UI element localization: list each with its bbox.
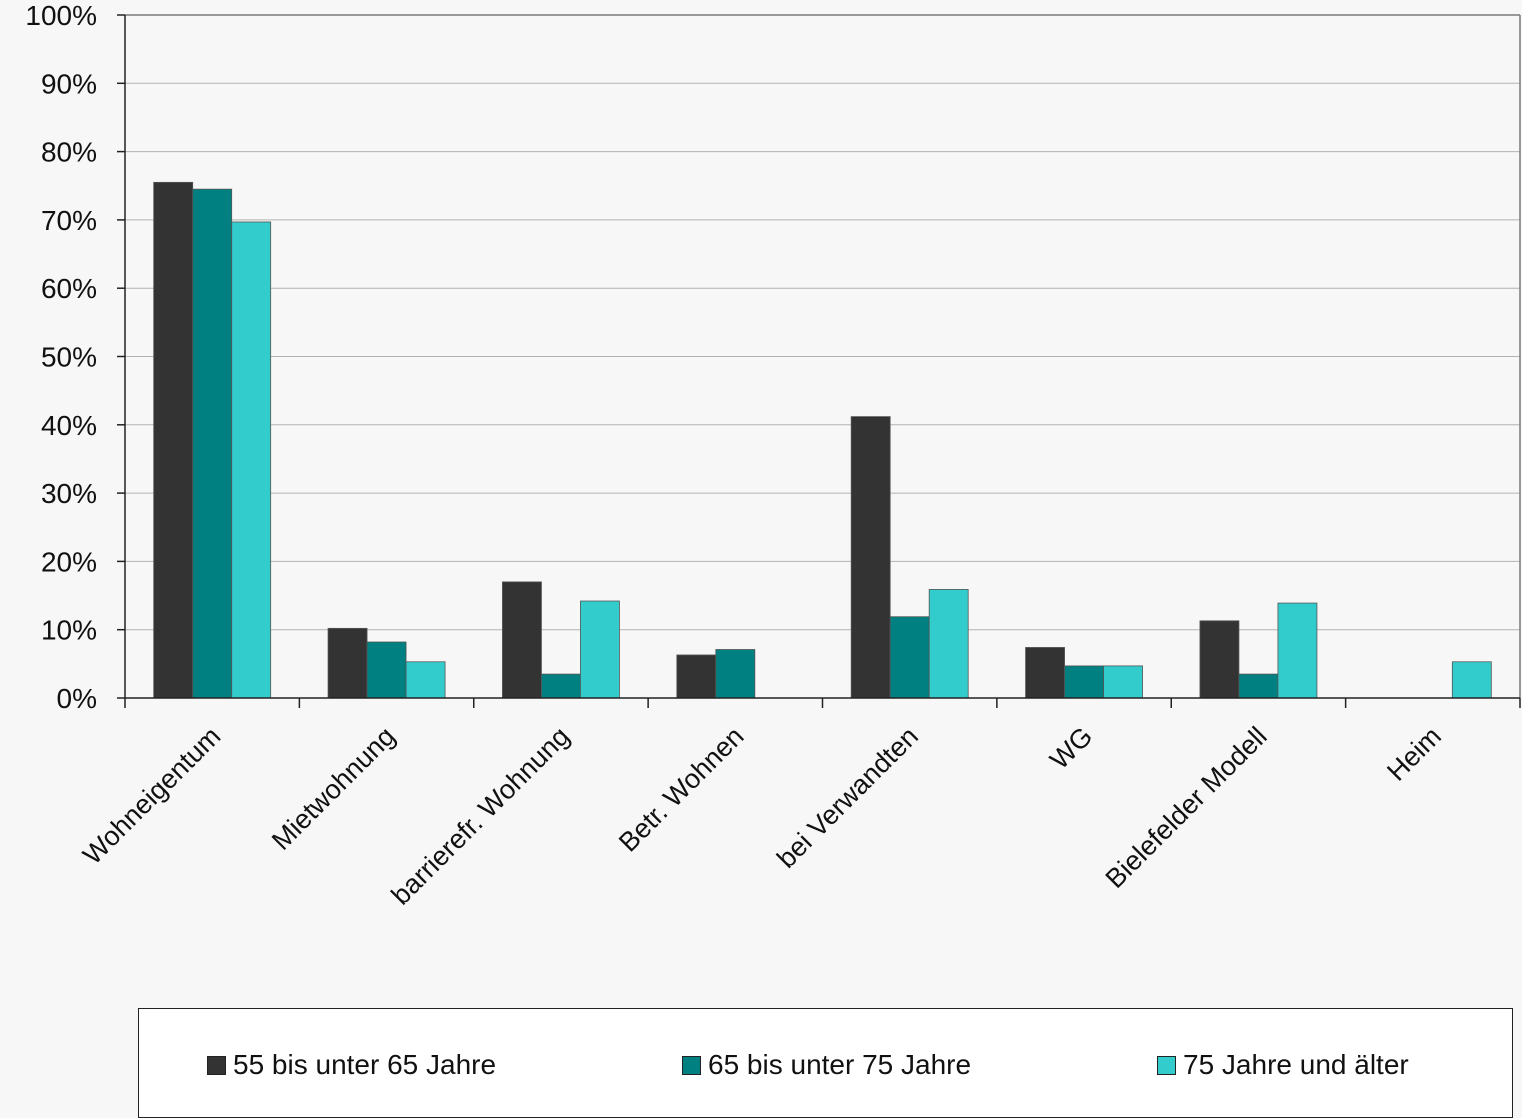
y-tick-label: 90%: [41, 68, 97, 99]
x-category-label: barrierefr. Wohnung: [386, 721, 576, 911]
bar-2-7: [1238, 673, 1279, 699]
bar-1-1: [153, 181, 194, 699]
y-axis-ticks: 0% 10% 20% 30% 40% 50% 60% 70% 80% 90% 100%: [25, 0, 97, 714]
y-tick-label: 20%: [41, 546, 97, 577]
legend-item-series-2: 65 bis unter 75 Jahre: [682, 1049, 971, 1081]
legend-swatch-series-1: [207, 1055, 226, 1075]
bar-3-1: [231, 221, 272, 699]
x-category-label: bei Verwandten: [771, 721, 924, 874]
y-tick-label: 60%: [41, 273, 97, 304]
bar-1-4: [676, 654, 717, 699]
bar-2-5: [889, 616, 930, 699]
x-category-label: Bielefelder Modell: [1100, 721, 1273, 894]
bar-2-4: [715, 649, 756, 699]
legend-label-series-1: 55 bis unter 65 Jahre: [233, 1049, 497, 1080]
bar-3-3: [580, 600, 620, 699]
bar-2-1: [192, 188, 233, 699]
x-category-label: Mietwohnung: [266, 721, 401, 856]
bar-3-5: [928, 589, 969, 699]
bar-1-7: [1199, 620, 1240, 699]
legend: 55 bis unter 65 Jahre 65 bis unter 75 Ja…: [138, 1008, 1513, 1118]
legend-swatch-series-2: [682, 1055, 701, 1075]
gridlines: [125, 14, 1520, 698]
bar-1-2: [327, 627, 368, 699]
legend-label-series-2: 65 bis unter 75 Jahre: [708, 1049, 972, 1080]
bar-2-2: [366, 641, 407, 699]
legend-item-series-3: 75 Jahre und älter: [1157, 1049, 1409, 1081]
bar-3-2: [405, 661, 446, 699]
legend-swatch-series-3: [1157, 1055, 1176, 1075]
bar-2-3: [541, 673, 581, 699]
bar-1-6: [1025, 647, 1065, 699]
y-tick-label: 40%: [41, 410, 97, 441]
legend-item-series-1: 55 bis unter 65 Jahre: [207, 1049, 496, 1081]
bar-1-3: [502, 581, 542, 699]
y-tick-label: 0%: [57, 683, 97, 714]
y-tick-label: 50%: [41, 342, 97, 373]
bar-2-6: [1064, 665, 1104, 699]
bar-3-8: [1451, 661, 1492, 699]
y-tick-label: 10%: [41, 615, 97, 646]
y-tick-label: 100%: [25, 0, 97, 31]
x-category-label: Wohneigentum: [77, 721, 226, 870]
legend-label-series-3: 75 Jahre und älter: [1183, 1049, 1409, 1080]
x-category-label: Betr. Wohnen: [613, 721, 750, 858]
x-category-label: Heim: [1381, 721, 1447, 787]
axes: [117, 14, 1521, 708]
y-tick-label: 80%: [41, 137, 97, 168]
y-tick-label: 70%: [41, 205, 97, 236]
bar-3-7: [1277, 602, 1318, 699]
bar-chart: 0% 10% 20% 30% 40% 50% 60% 70% 80% 90% 100% Wohnei…: [25, 0, 1521, 911]
bar-1-5: [850, 416, 891, 699]
bars: [153, 181, 1492, 699]
y-tick-label: 30%: [41, 478, 97, 509]
bar-3-6: [1103, 665, 1143, 699]
x-category-label: WG: [1044, 721, 1098, 775]
